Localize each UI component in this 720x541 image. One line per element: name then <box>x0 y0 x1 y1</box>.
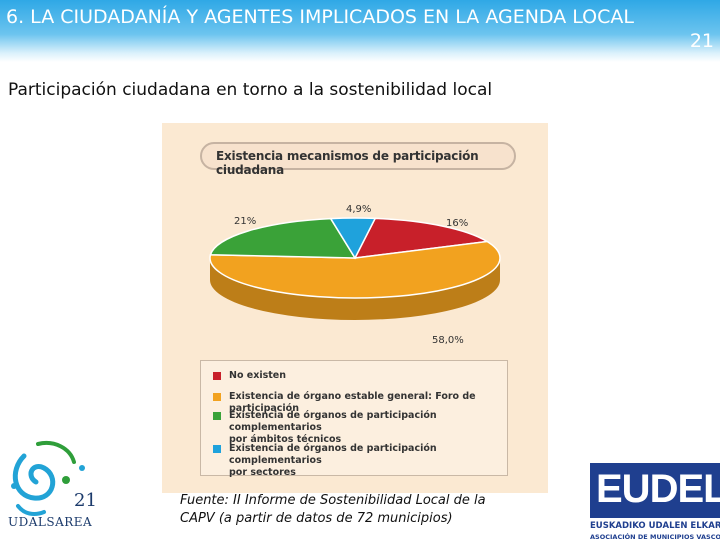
eudel-word: EUDEL <box>596 467 720 511</box>
legend-swatch-red <box>213 372 221 380</box>
header-bar: 6. LA CIUDADANÍA Y AGENTES IMPLICADOS EN… <box>0 0 720 62</box>
legend-swatch-green <box>213 412 221 420</box>
eudel-line-2: ASOCIACIÓN DE MUNICIPIOS VASCOS <box>590 533 720 541</box>
pie-chart <box>209 217 501 320</box>
legend-label: Existencia de órgano estable general: Fo… <box>229 391 476 414</box>
legend-label-cont: por sectores <box>229 467 296 478</box>
legend-item-none: No existen <box>213 370 286 382</box>
legend-label: Existencia de órganos de participación c… <box>229 410 437 433</box>
eudel-line-1: EUSKADIKO UDALEN ELKARTEA <box>590 521 720 531</box>
udalsarea-number: 21 <box>74 490 97 511</box>
slice-label-none: 16% <box>446 218 469 229</box>
slide-title-number: 21 <box>689 30 714 52</box>
slice-label-technical: 21% <box>234 216 257 227</box>
chart-title-box: Existencia mecanismos de participación c… <box>200 142 516 177</box>
slide-subtitle: Participación ciudadana en torno a la so… <box>8 80 493 100</box>
slide-title: 6. LA CIUDADANÍA Y AGENTES IMPLICADOS EN… <box>6 5 714 53</box>
eudel-logo-box: EUDEL <box>590 463 720 518</box>
chart-title: Existencia mecanismos de participación c… <box>216 149 479 177</box>
source-note: Fuente: II Informe de Sostenibilidad Loc… <box>180 492 520 528</box>
udalsarea-logo-icon <box>11 441 85 516</box>
legend-item-technical: Existencia de órganos de participación c… <box>213 410 507 446</box>
legend-swatch-blue <box>213 445 221 453</box>
pie-slice-1 <box>209 240 501 299</box>
pie-slice-3 <box>329 217 377 260</box>
slice-label-sectors: 4,9% <box>346 204 372 215</box>
pie-side-1 <box>210 258 500 320</box>
source-line-2: CAPV (a partir de datos de 72 municipios… <box>180 511 453 526</box>
chart-panel: Existencia mecanismos de participación c… <box>162 123 548 493</box>
source-line-1: Fuente: II Informe de Sostenibilidad Loc… <box>180 493 486 508</box>
legend-label: No existen <box>229 370 287 381</box>
legend-item-forum: Existencia de órgano estable general: Fo… <box>213 391 507 415</box>
legend-label-cont: por ámbitos técnicos <box>229 434 342 445</box>
chart-legend: No existen Existencia de órgano estable … <box>200 360 508 479</box>
legend-item-sectors: Existencia de órganos de participación c… <box>213 443 507 479</box>
slide-title-text: 6. LA CIUDADANÍA Y AGENTES IMPLICADOS EN… <box>6 6 634 28</box>
pie-slice-0 <box>353 217 490 259</box>
legend-swatch-orange <box>213 393 221 401</box>
pie-slice-2 <box>209 217 357 259</box>
udalsarea-text: UDALSAREA <box>8 515 93 529</box>
eudel-logo: EUDEL EUSKADIKO UDALEN ELKARTEA ASOCIACI… <box>590 463 720 541</box>
slice-label-forum: 58,0% <box>432 335 464 346</box>
legend-label: Existencia de órganos de participación c… <box>229 443 437 466</box>
